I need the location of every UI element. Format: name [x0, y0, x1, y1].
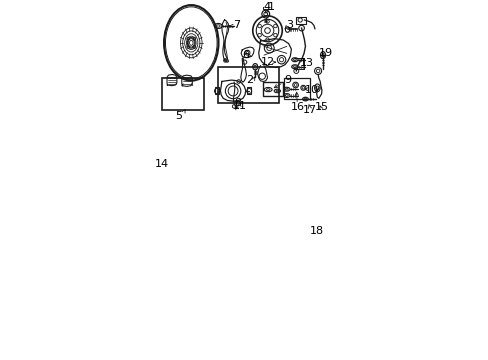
- Text: 4: 4: [263, 2, 270, 12]
- Text: 18: 18: [309, 226, 323, 236]
- Text: 16: 16: [290, 102, 305, 112]
- Polygon shape: [220, 80, 245, 101]
- Text: 10: 10: [304, 85, 318, 95]
- Bar: [283, 78, 309, 99]
- Text: 1: 1: [268, 2, 275, 12]
- Text: 12: 12: [260, 57, 274, 67]
- Text: 5: 5: [175, 111, 182, 121]
- Bar: [162, 78, 204, 109]
- Text: 6: 6: [242, 50, 248, 60]
- Polygon shape: [258, 39, 291, 67]
- Text: 2: 2: [245, 75, 252, 85]
- Text: 14: 14: [155, 159, 169, 169]
- Text: 7: 7: [233, 19, 240, 30]
- Text: 17: 17: [303, 105, 317, 114]
- Text: 9: 9: [284, 75, 291, 85]
- Bar: [246, 87, 251, 94]
- Text: 15: 15: [315, 102, 328, 112]
- Bar: [263, 82, 283, 95]
- Bar: [217, 67, 279, 103]
- Text: 19: 19: [318, 48, 332, 58]
- Bar: [214, 87, 219, 94]
- Text: 3: 3: [285, 19, 292, 30]
- Bar: [295, 17, 305, 24]
- Text: 13: 13: [300, 58, 314, 68]
- Text: 11: 11: [232, 101, 246, 111]
- Text: 8: 8: [234, 98, 241, 108]
